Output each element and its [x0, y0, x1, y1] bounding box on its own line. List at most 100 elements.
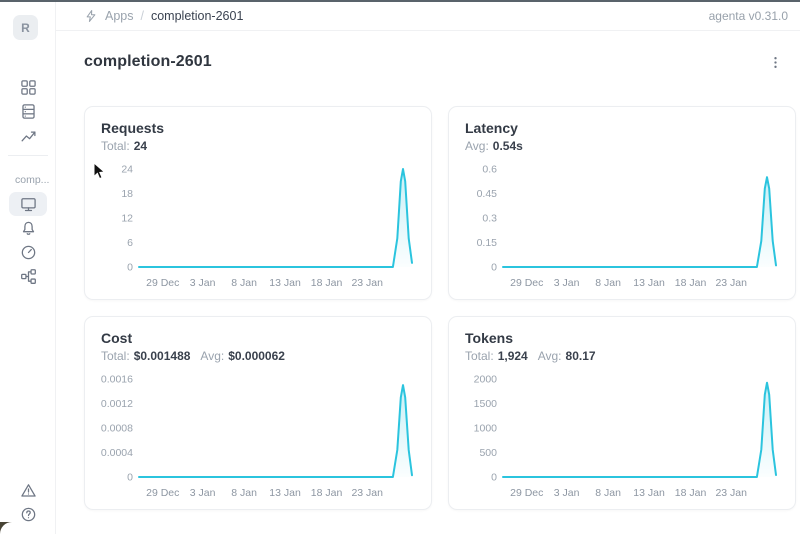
svg-text:1000: 1000 — [474, 423, 498, 435]
sidebar-item-overview[interactable] — [9, 192, 47, 216]
gauge-icon — [21, 245, 35, 259]
cost-chart: 0.0016 0.0012 0.0008 0.0004 0 29 Dec 3 Jan 8 Ja… — [101, 374, 413, 499]
stat-label: Avg: — [200, 349, 225, 363]
window-corner-artifact — [0, 522, 24, 534]
monitor-icon — [20, 197, 36, 211]
sidebar-item-apps[interactable] — [9, 75, 47, 99]
svg-text:0: 0 — [491, 262, 497, 274]
window-top-edge — [0, 0, 800, 2]
stat-label: Avg: — [537, 349, 562, 363]
sidebar-project-label: comp... — [15, 174, 50, 186]
requests-chart: 24 18 12 6 0 29 Dec 3 Jan 8 Jan 13 Jan 18 Jan 23 J… — [121, 164, 413, 289]
svg-text:29 Dec: 29 Dec — [146, 277, 179, 289]
top-header: Apps / completion-2601 agenta v0.31.0 — [56, 2, 800, 31]
svg-text:23 Jan: 23 Jan — [351, 487, 383, 499]
svg-text:23 Jan: 23 Jan — [351, 277, 383, 289]
chart-stats: Total: 1,924 Avg: 80.17 — [465, 349, 779, 363]
sidebar-item-help[interactable] — [9, 502, 47, 526]
svg-text:500: 500 — [479, 447, 497, 459]
svg-text:3 Jan: 3 Jan — [554, 277, 580, 289]
latency-card: Latency Avg: 0.54s 0.6 0.45 0.3 0.15 0 29 Dec 3 J… — [448, 106, 796, 300]
chart-title: Cost — [101, 330, 133, 346]
svg-text:18 Jan: 18 Jan — [675, 487, 707, 499]
sidebar-item-alerts[interactable] — [9, 478, 47, 502]
latency-chart: 0.6 0.45 0.3 0.15 0 29 Dec 3 Jan 8 Jan 13 Jan 18 … — [477, 164, 777, 289]
svg-text:0: 0 — [491, 472, 497, 484]
sidebar-nav-app — [0, 192, 56, 288]
svg-text:18: 18 — [121, 188, 133, 200]
stat-pair: Avg: 80.17 — [538, 349, 596, 363]
sidebar-divider — [8, 155, 48, 156]
stat-pair: Total: 1,924 — [465, 349, 528, 363]
chart-title: Requests — [101, 120, 165, 136]
trace-tree-icon — [20, 268, 36, 284]
stat-value: 0.54s — [492, 139, 523, 153]
svg-text:29 Dec: 29 Dec — [146, 487, 179, 499]
svg-text:0: 0 — [127, 472, 133, 484]
svg-text:0.3: 0.3 — [482, 213, 497, 225]
trend-icon — [20, 130, 36, 141]
svg-text:29 Dec: 29 Dec — [510, 487, 543, 499]
svg-text:0.0008: 0.0008 — [101, 423, 133, 435]
stat-pair: Total: 24 — [101, 139, 147, 153]
workspace-avatar[interactable]: R — [13, 15, 38, 40]
svg-text:0: 0 — [127, 262, 133, 274]
svg-text:13 Jan: 13 Jan — [633, 277, 665, 289]
svg-text:2000: 2000 — [474, 374, 498, 386]
version-label: agenta v0.31.0 — [708, 9, 788, 23]
svg-text:18 Jan: 18 Jan — [311, 277, 343, 289]
stat-label: Total: — [101, 139, 130, 153]
svg-text:18 Jan: 18 Jan — [675, 277, 707, 289]
sidebar-nav-bottom — [0, 478, 56, 526]
stat-value: 80.17 — [565, 349, 596, 363]
help-icon — [21, 507, 35, 521]
stat-label: Total: — [101, 349, 130, 363]
chart-stats: Total: $0.001488 Avg: $0.000062 — [101, 349, 415, 363]
svg-text:18 Jan: 18 Jan — [311, 487, 343, 499]
breadcrumb: Apps / completion-2601 — [84, 9, 243, 23]
svg-text:23 Jan: 23 Jan — [715, 487, 747, 499]
sidebar-item-dashboard[interactable] — [9, 240, 47, 264]
sidebar-item-traces[interactable] — [9, 264, 47, 288]
chart-stats: Avg: 0.54s — [465, 139, 779, 153]
svg-text:0.6: 0.6 — [482, 164, 497, 176]
svg-text:3 Jan: 3 Jan — [190, 277, 216, 289]
title-row: completion-2601 — [84, 51, 786, 73]
svg-text:13 Jan: 13 Jan — [269, 277, 301, 289]
stat-value: $0.001488 — [133, 349, 191, 363]
rows-icon — [21, 103, 35, 119]
sidebar-item-playground[interactable] — [9, 216, 47, 240]
breadcrumb-current: completion-2601 — [150, 9, 244, 23]
chart-title: Latency — [465, 120, 518, 136]
sidebar-item-evaluations[interactable] — [9, 123, 47, 147]
bell-icon — [22, 221, 34, 235]
sidebar-nav-global — [0, 75, 56, 147]
svg-text:8 Jan: 8 Jan — [231, 277, 257, 289]
svg-text:8 Jan: 8 Jan — [231, 487, 257, 499]
svg-text:0.0012: 0.0012 — [101, 398, 133, 410]
svg-text:0.0016: 0.0016 — [101, 374, 133, 386]
stat-value: 24 — [133, 139, 148, 153]
svg-text:3 Jan: 3 Jan — [190, 487, 216, 499]
svg-text:6: 6 — [127, 237, 133, 249]
svg-text:0.15: 0.15 — [477, 237, 498, 249]
sidebar: R — [0, 2, 56, 534]
stat-pair: Total: $0.001488 — [101, 349, 190, 363]
svg-text:8 Jan: 8 Jan — [595, 277, 621, 289]
requests-card: Requests Total: 24 24 18 12 6 0 29 Dec 3 Jan 8 Jan… — [84, 106, 432, 300]
chart-title: Tokens — [465, 330, 513, 346]
svg-text:13 Jan: 13 Jan — [633, 487, 665, 499]
svg-text:29 Dec: 29 Dec — [510, 277, 543, 289]
page-title: completion-2601 — [84, 53, 212, 70]
main-content: completion-2601 Requests Total: 24 24 18 12 6 0… — [56, 31, 800, 534]
page-menu-button[interactable] — [764, 51, 786, 73]
ellipsis-vertical-icon — [773, 56, 777, 68]
breadcrumb-apps-link[interactable]: Apps — [105, 9, 134, 23]
sidebar-item-testsets[interactable] — [9, 99, 47, 123]
warning-icon — [20, 483, 36, 497]
bolt-icon — [86, 10, 96, 22]
stat-value: 1,924 — [497, 349, 528, 363]
grid-icon — [20, 79, 36, 95]
svg-text:23 Jan: 23 Jan — [715, 277, 747, 289]
